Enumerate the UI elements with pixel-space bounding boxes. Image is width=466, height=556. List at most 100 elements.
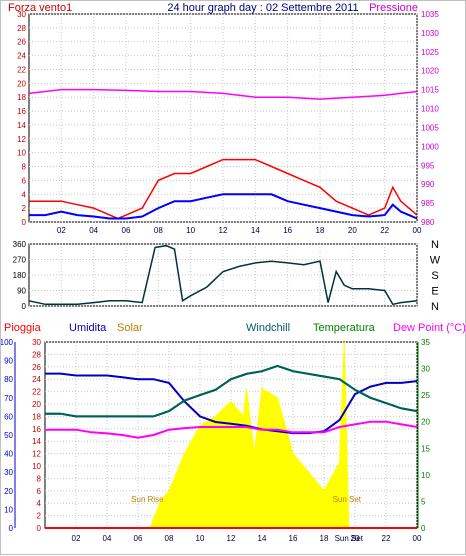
wind-x-tick-label: 16 xyxy=(283,226,292,235)
wind-y-tick-label: 0 xyxy=(22,218,27,227)
pioggia-y-tick-label: 10 xyxy=(32,462,41,471)
wind-x-tick-label: 14 xyxy=(251,226,260,235)
pioggia-y-tick-label: 18 xyxy=(32,412,41,421)
legend-temperatura: Temperatura xyxy=(313,322,376,334)
pioggia-y-tick-label: 22 xyxy=(32,388,41,397)
pressure-y-tick-label: 1025 xyxy=(421,48,439,57)
legend-windchill: Windchill xyxy=(246,322,290,334)
umidita-line xyxy=(45,372,418,435)
pioggia-y-tick-label: 2 xyxy=(37,512,42,521)
wind-y-tick-label: 4 xyxy=(22,190,27,199)
direction-compass-label: N xyxy=(431,301,439,313)
wind-x-tick-label: 06 xyxy=(122,226,131,235)
temperatura-y-tick-label: 30 xyxy=(421,365,430,374)
pioggia-y-tick-label: 26 xyxy=(32,363,41,372)
legend-solar: Solar xyxy=(117,322,143,334)
pressure-y-tick-label: 1005 xyxy=(421,123,439,132)
wind-direction-line xyxy=(28,244,418,306)
humidity-x-tick-label: 06 xyxy=(134,534,143,543)
pressure-y-tick-label: 1035 xyxy=(421,10,439,19)
wind-y-tick-label: 22 xyxy=(17,65,26,74)
pioggia-y-tick-label: 24 xyxy=(32,375,41,384)
wind-chart-title-right: Pressione xyxy=(369,2,418,14)
umidita-y-tick-label: 10 xyxy=(4,505,13,514)
pressure-y-tick-label: 1015 xyxy=(421,86,439,95)
wind-y-tick-label: 24 xyxy=(17,52,26,61)
humidity-x-tick-label: 10 xyxy=(196,534,205,543)
humidity-x-tick-label: 14 xyxy=(258,534,267,543)
wind-y-tick-label: 16 xyxy=(17,107,26,116)
wind-y-tick-label: 14 xyxy=(17,121,26,130)
wind-y-tick-label: 18 xyxy=(17,93,26,102)
pioggia-y-tick-label: 8 xyxy=(37,474,42,483)
umidita-y-tick-label: 70 xyxy=(4,394,13,403)
wind-x-tick-label: 02 xyxy=(57,226,66,235)
umidita-y-tick-label: 30 xyxy=(4,468,13,477)
pressure-line xyxy=(28,88,418,100)
wind-x-tick-label: 04 xyxy=(89,226,98,235)
direction-compass-label: W xyxy=(430,255,441,267)
wind-y-tick-label: 8 xyxy=(22,163,27,172)
wind-x-tick-label: 20 xyxy=(348,226,357,235)
wind-y-tick-label: 12 xyxy=(17,135,26,144)
umidita-y-tick-label: 40 xyxy=(4,450,13,459)
umidita-y-tick-label: 50 xyxy=(4,431,13,440)
temperatura-y-tick-label: 0 xyxy=(421,524,426,533)
wind-x-tick-label: 22 xyxy=(380,226,389,235)
wind-y-tick-label: 30 xyxy=(17,10,26,19)
legend-pioggia: Pioggia xyxy=(4,322,42,334)
pioggia-y-tick-label: 16 xyxy=(32,425,41,434)
pioggia-y-tick-label: 14 xyxy=(32,437,41,446)
wind-x-tick-label: 12 xyxy=(219,226,228,235)
legend-dewpoint: Dew Point (°C) xyxy=(393,322,466,334)
wind-y-tick-label: 28 xyxy=(17,24,26,33)
direction-y-tick-label: 180 xyxy=(13,271,27,280)
pressure-y-tick-label: 1020 xyxy=(421,67,439,76)
direction-compass-label: E xyxy=(431,286,438,298)
pressure-y-tick-label: 1010 xyxy=(421,105,439,114)
wind-y-tick-label: 26 xyxy=(17,38,26,47)
pioggia-y-tick-label: 20 xyxy=(32,400,41,409)
humidity-chart-axes: 0246810121416182022242628300102030405060… xyxy=(1,338,430,543)
wind-chart-title-left: Forza vento1 xyxy=(8,2,72,14)
windchill-line xyxy=(45,364,418,418)
wind-x-tick-label: 18 xyxy=(316,226,325,235)
humidity-x-tick-label: 12 xyxy=(227,534,236,543)
direction-y-tick-label: 360 xyxy=(13,240,27,249)
wind-chart-series xyxy=(28,88,418,220)
direction-y-tick-label: 0 xyxy=(22,302,27,311)
humidity-x-tick-label: 18 xyxy=(320,534,329,543)
dewpoint-line xyxy=(45,420,418,439)
humidity-x-tick-label: 08 xyxy=(165,534,174,543)
pioggia-y-tick-label: 6 xyxy=(37,487,42,496)
wind-y-tick-label: 2 xyxy=(22,204,27,213)
direction-y-tick-label: 270 xyxy=(13,256,27,265)
pressure-y-tick-label: 990 xyxy=(421,180,435,189)
direction-y-tick-label: 90 xyxy=(17,287,26,296)
sun-rise-annotation: Sun Rise xyxy=(131,495,164,504)
pioggia-y-tick-label: 0 xyxy=(37,524,42,533)
pressure-y-tick-label: 980 xyxy=(421,218,435,227)
direction-chart-grid xyxy=(29,243,418,307)
pioggia-y-tick-label: 4 xyxy=(37,499,42,508)
pressure-y-tick-label: 1000 xyxy=(421,142,439,151)
wind-x-tick-label: 08 xyxy=(154,226,163,235)
wind-chart-frame xyxy=(28,13,418,223)
pioggia-y-tick-label: 12 xyxy=(32,450,41,459)
humidity-x-tick-label: 16 xyxy=(289,534,298,543)
pioggia-y-tick-label: 30 xyxy=(32,338,41,347)
legend-umidita: Umidita xyxy=(69,322,107,334)
umidita-y-tick-label: 90 xyxy=(4,357,13,366)
direction-chart-series xyxy=(28,244,418,306)
pressure-y-tick-label: 985 xyxy=(421,199,435,208)
wind-x-tick-label: 00 xyxy=(413,226,422,235)
temperatura-y-tick-label: 20 xyxy=(421,418,430,427)
pioggia-y-tick-label: 28 xyxy=(32,350,41,359)
wind-y-tick-label: 10 xyxy=(17,149,26,158)
umidita-y-tick-label: 80 xyxy=(4,375,13,384)
temperatura-y-tick-label: 5 xyxy=(421,497,426,506)
humidity-x-tick-label: 22 xyxy=(382,534,391,543)
